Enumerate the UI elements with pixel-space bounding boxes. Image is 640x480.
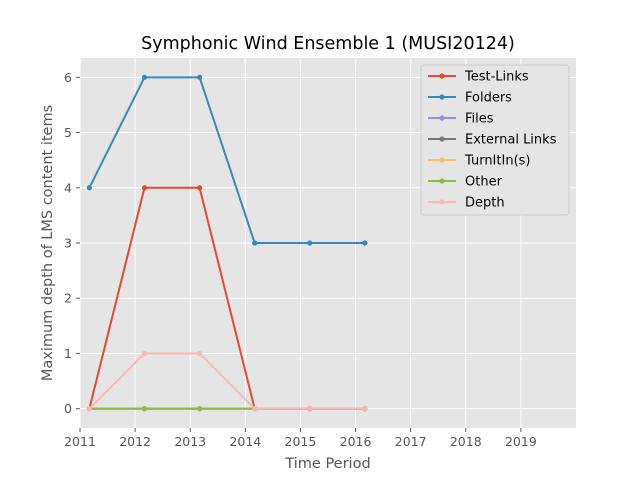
legend-label-other: Other (465, 175, 503, 190)
x-axis-label: Time Period (284, 456, 370, 472)
legend-marker-folders (439, 94, 445, 100)
axis-ticks: 2011 2012 2013 2014 2015 2016 2017 2018 2019 0 1 2 3… (64, 70, 537, 449)
data-point-depth (252, 406, 258, 412)
y-tick-label: 4 (64, 180, 72, 195)
x-tick-label: 2017 (395, 434, 427, 449)
y-tick-label: 5 (64, 125, 72, 140)
legend: Test-Links Folders Files External Links Turn… (420, 64, 570, 216)
x-tick-label: 2013 (174, 434, 206, 449)
series-folders (86, 74, 368, 246)
data-point-folders (196, 74, 203, 80)
data-point-other (196, 406, 203, 412)
data-series (86, 74, 368, 412)
data-point-folders (252, 240, 258, 246)
legend-marker-other (439, 178, 445, 184)
x-tick-label: 2016 (340, 434, 372, 449)
legend-label-test-links: Test-Links (464, 70, 529, 85)
series-line-depth (88, 352, 365, 410)
x-tick-label: 2018 (450, 434, 482, 449)
data-point-folders (141, 74, 148, 80)
x-tick-label: 2014 (229, 434, 261, 449)
y-tick-label: 6 (64, 70, 72, 85)
data-point-folders (307, 240, 313, 246)
legend-box (420, 64, 570, 216)
legend-marker-external-links (439, 136, 445, 142)
y-tick-label: 3 (64, 236, 72, 251)
legend-label-depth: Depth (465, 196, 505, 211)
data-point-depth (141, 350, 148, 357)
data-point-depth (362, 406, 368, 412)
x-tick-label: 2011 (64, 434, 96, 449)
data-point-folders (362, 240, 368, 246)
data-point-test-links (141, 185, 148, 191)
y-tick-label: 1 (64, 346, 72, 361)
series-line-folders (88, 76, 365, 244)
data-point-other (141, 406, 148, 412)
legend-marker-files (439, 115, 445, 121)
legend-label-turnitin-s: TurnItIn(s) (464, 154, 530, 169)
data-point-test-links (196, 185, 203, 191)
data-point-depth (307, 406, 313, 412)
legend-marker-depth (439, 199, 445, 205)
legend-label-files: Files (465, 112, 494, 127)
data-point-depth (86, 406, 92, 412)
x-tick-label: 2015 (285, 434, 317, 449)
y-tick-label: 2 (64, 291, 72, 306)
legend-marker-turnitin-s (439, 157, 445, 163)
series-depth (86, 350, 368, 412)
y-axis-label: Maximum depth of LMS content items (40, 105, 56, 381)
legend-label-external-links: External Links (465, 133, 557, 148)
chart-title: Symphonic Wind Ensemble 1 (MUSI20124) (141, 34, 515, 54)
y-tick-label: 0 (64, 401, 72, 416)
data-point-folders (86, 185, 92, 191)
legend-marker-test-links (439, 73, 445, 79)
data-point-depth (196, 350, 203, 357)
x-tick-label: 2019 (505, 434, 537, 449)
legend-label-folders: Folders (465, 91, 512, 106)
x-tick-label: 2012 (119, 434, 151, 449)
